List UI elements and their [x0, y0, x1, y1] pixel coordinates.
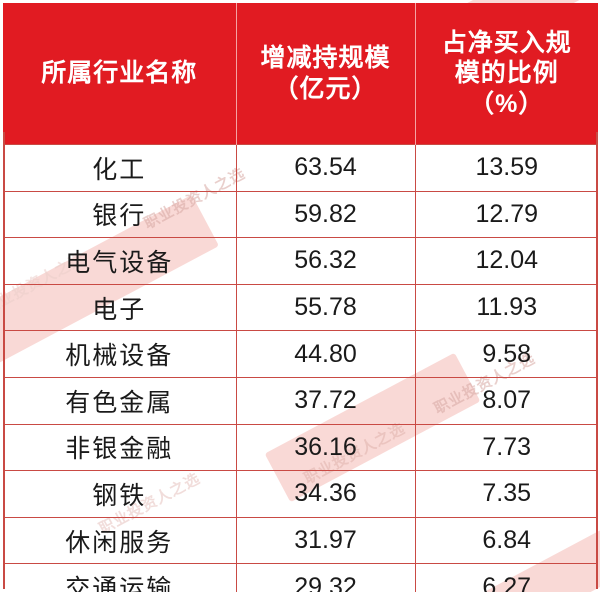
- table-row: 化工 63.54 13.59: [3, 144, 598, 192]
- cell-industry: 化工: [3, 144, 237, 192]
- column-header-ratio: 占净买入规 模的比例 （%）: [415, 3, 598, 145]
- cell-ratio: 7.35: [415, 470, 598, 518]
- cell-industry: 钢铁: [3, 470, 237, 518]
- table-row: 有色金属 37.72 8.07: [3, 376, 598, 425]
- cell-ratio: 13.59: [415, 144, 598, 192]
- header-line: （亿元）: [273, 74, 378, 103]
- table-row: 电气设备 56.32 12.04: [3, 237, 598, 285]
- cell-scale: 55.78: [236, 283, 416, 331]
- cell-scale: 29.32: [236, 563, 416, 592]
- table-row: 非银金融 36.16 7.73: [3, 423, 598, 471]
- cell-ratio: 9.58: [415, 330, 598, 378]
- cell-industry: 电子: [3, 283, 237, 331]
- cell-ratio: 8.07: [415, 376, 598, 425]
- table-row: 交通运输 29.32 6.27: [3, 563, 598, 592]
- header-row: 所属行业名称 增减持规模 （亿元） 占净买入规 模的比例 （%）: [3, 3, 598, 145]
- cell-scale: 44.80: [236, 330, 416, 378]
- header-line: 增减持规模: [260, 44, 391, 72]
- header-line: 模的比例: [454, 59, 559, 88]
- cell-industry: 交通运输: [3, 563, 237, 592]
- cell-industry: 有色金属: [3, 376, 237, 425]
- cell-ratio: 11.93: [415, 283, 598, 331]
- table-row: 休闲服务 31.97 6.84: [3, 516, 598, 564]
- column-header-industry: 所属行业名称: [3, 3, 237, 145]
- cell-scale: 34.36: [236, 470, 416, 518]
- cell-ratio: 6.27: [415, 563, 598, 592]
- cell-industry: 电气设备: [3, 237, 237, 285]
- table-body: 化工 63.54 13.59 银行 59.82 12.79 电气设备 56.32…: [3, 144, 598, 592]
- cell-ratio: 7.73: [415, 423, 598, 471]
- table-row: 电子 55.78 11.93: [3, 283, 598, 331]
- column-header-scale: 增减持规模 （亿元）: [236, 3, 416, 145]
- table-header: 所属行业名称 增减持规模 （亿元） 占净买入规 模的比例 （%）: [3, 3, 598, 145]
- cell-scale: 31.97: [236, 516, 416, 564]
- cell-scale: 56.32: [236, 237, 416, 285]
- cell-industry: 银行: [3, 190, 237, 238]
- cell-ratio: 12.04: [415, 237, 598, 285]
- cell-industry: 非银金融: [3, 423, 237, 471]
- cell-scale: 37.72: [236, 376, 416, 425]
- table-row: 银行 59.82 12.79: [3, 190, 598, 238]
- header-line: 占净买入规: [441, 28, 572, 57]
- header-line: 所属行业名称: [41, 59, 198, 88]
- cell-scale: 36.16: [236, 423, 416, 471]
- table-row: 机械设备 44.80 9.58: [3, 330, 598, 378]
- industry-holdings-table: 所属行业名称 增减持规模 （亿元） 占净买入规 模的比例 （%） 化工: [3, 3, 598, 592]
- cell-ratio: 6.84: [415, 516, 598, 564]
- cell-scale: 59.82: [236, 190, 416, 238]
- header-line: （%）: [469, 89, 545, 118]
- table-row: 钢铁 34.36 7.35: [3, 470, 598, 518]
- cell-industry: 休闲服务: [3, 516, 237, 564]
- cell-industry: 机械设备: [3, 330, 237, 378]
- cell-scale: 63.54: [236, 144, 416, 192]
- cell-ratio: 12.79: [415, 190, 598, 238]
- table-left-border: [3, 132, 5, 589]
- table-right-border: [596, 132, 598, 589]
